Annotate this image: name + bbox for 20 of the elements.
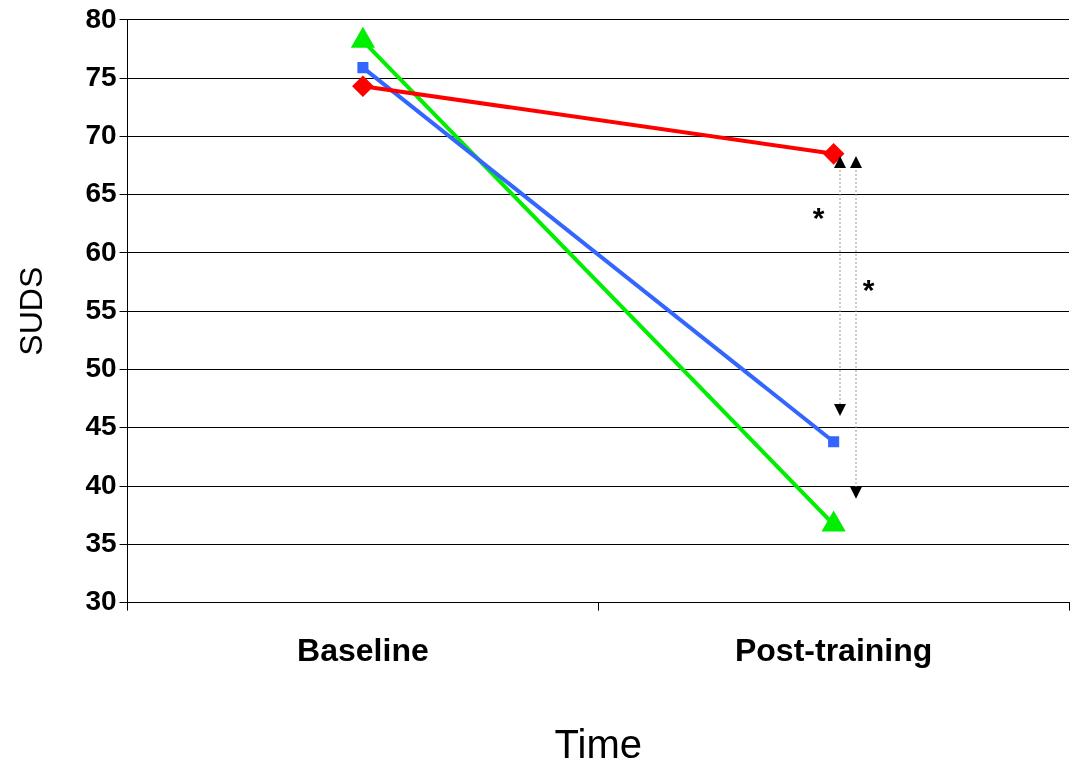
y-tick-label: 45 [85,410,117,442]
y-axis-title: SUDS [13,266,50,356]
y-tick-label: 60 [85,235,117,267]
point [823,143,844,164]
point [352,76,373,97]
y-tick-label: 30 [85,585,117,617]
y-tick-label: 40 [85,468,117,500]
y-tick-label: 50 [85,352,117,384]
x-axis-title: Time [554,722,642,767]
y-tick-label: 75 [85,60,117,92]
y-tick-label: 55 [85,293,117,325]
x-tick-label: Post-training [734,631,933,668]
x-tick-label: Baseline [297,631,429,668]
y-tick-label: 35 [85,527,117,559]
point [357,62,369,74]
annotation: * [812,200,825,234]
y-tick-label: 70 [85,119,117,151]
y-tick-label: 80 [85,2,117,34]
annotation: * [862,272,875,306]
y-tick-label: 65 [85,177,117,209]
